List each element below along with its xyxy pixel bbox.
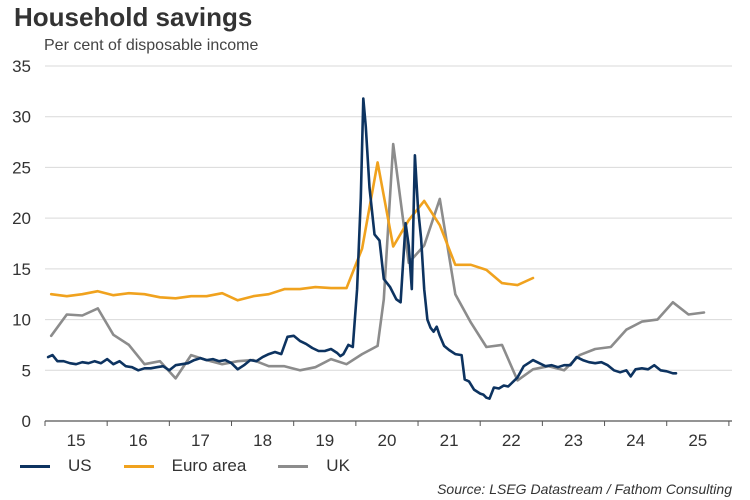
legend-swatch-uk: [278, 464, 309, 468]
x-tick-label: 20: [377, 431, 396, 450]
legend-label-euro-area: Euro area: [171, 456, 247, 475]
y-tick-label: 30: [12, 108, 31, 127]
x-tick-label: 19: [315, 431, 334, 450]
series-line-euro-area: [49, 161, 535, 302]
y-tick-label: 25: [12, 158, 31, 177]
y-tick-label: 10: [12, 311, 31, 330]
x-tick-label: 17: [191, 431, 210, 450]
legend-swatch-us: [20, 464, 50, 468]
x-tick-label: 15: [67, 431, 86, 450]
chart-title: Household savings: [14, 2, 253, 32]
series-line-us: [46, 97, 678, 400]
y-tick-label: 35: [12, 57, 31, 76]
legend: US Euro area UK: [20, 456, 382, 476]
y-tick-label: 20: [12, 209, 31, 228]
x-tick-label: 25: [688, 431, 707, 450]
y-tick-label: 5: [22, 361, 31, 380]
legend-item-us: US: [20, 456, 92, 476]
legend-label-us: US: [68, 456, 92, 475]
series-lines: [46, 97, 706, 400]
y-axis-labels: 0 5 10 15 20 25 30 35: [12, 57, 31, 431]
x-tick-label: 16: [129, 431, 148, 450]
x-tick-label: 18: [253, 431, 272, 450]
x-tick-label: 23: [564, 431, 583, 450]
series-line-uk: [49, 142, 706, 382]
x-tick-label: 22: [502, 431, 521, 450]
legend-label-uk: UK: [326, 456, 350, 475]
x-tick-label: 21: [440, 431, 459, 450]
source-note: Source: LSEG Datastream / Fathom Consult…: [437, 481, 732, 497]
chart-subtitle: Per cent of disposable income: [44, 37, 259, 54]
legend-swatch-euro-area: [123, 464, 154, 468]
x-axis: 15 16 17 18 19 20 21 22 23 24 25: [44, 420, 732, 450]
legend-item-uk: UK: [278, 456, 350, 476]
y-tick-label: 0: [22, 412, 31, 431]
x-tick-label: 24: [626, 431, 645, 450]
y-tick-label: 15: [12, 260, 31, 279]
legend-item-euro-area: Euro area: [123, 456, 247, 476]
